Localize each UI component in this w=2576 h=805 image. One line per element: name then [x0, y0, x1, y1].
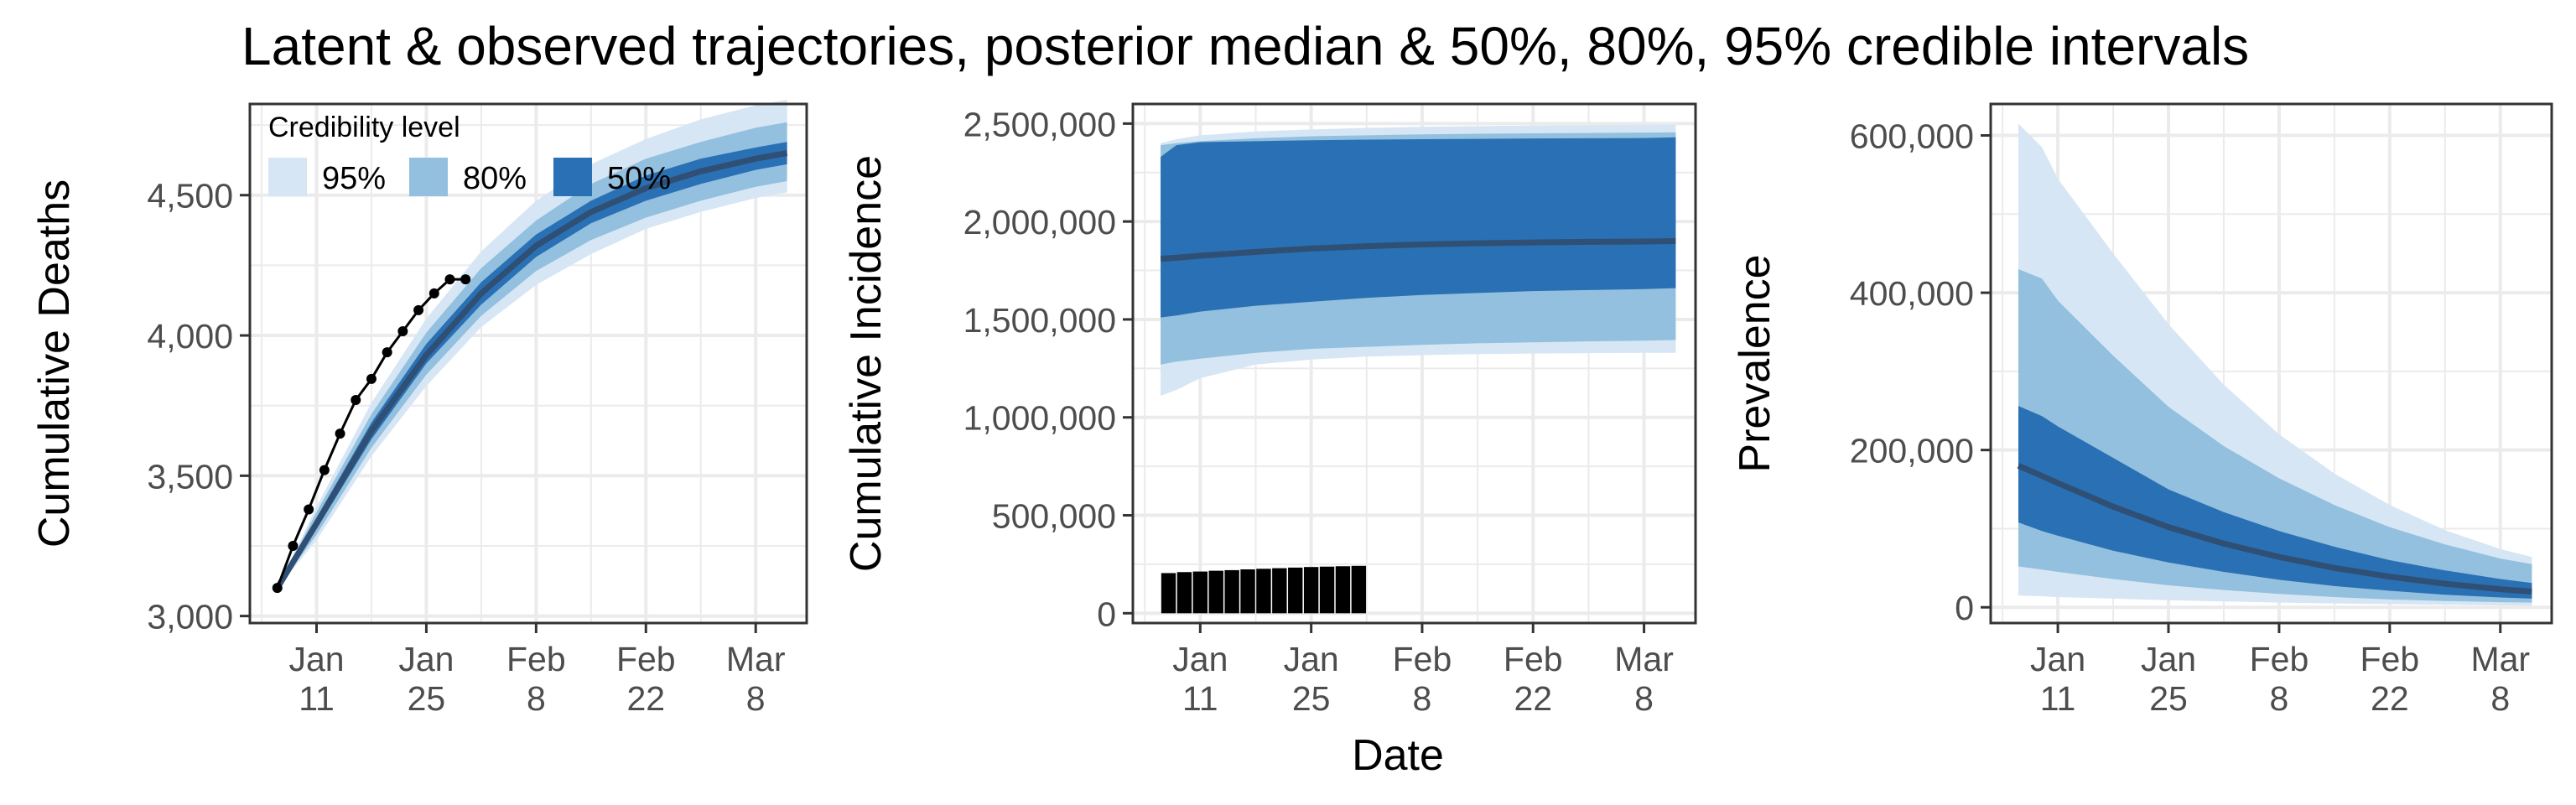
x-tick-label: Mar	[1614, 640, 1674, 678]
legend-swatch	[268, 158, 307, 196]
y-tick-label: 0	[1097, 595, 1116, 633]
y-tick-label: 3,000	[147, 598, 233, 636]
x-tick-label: 25	[2149, 679, 2188, 718]
band-50	[1161, 137, 1676, 318]
observed-bar	[1192, 571, 1208, 614]
observed-point	[397, 326, 408, 337]
observed-point	[319, 465, 330, 475]
x-tick-label: Mar	[726, 640, 786, 678]
y-tick-label: 4,000	[147, 317, 233, 356]
observed-bar	[1161, 573, 1176, 614]
x-tick-label: 25	[1292, 679, 1331, 718]
panel-border	[248, 102, 808, 625]
y-tick-label: 2,000,000	[963, 203, 1116, 242]
x-axis-title: Date	[1352, 731, 1444, 780]
x-tick-label: Mar	[2470, 640, 2530, 678]
observed-bar	[1351, 565, 1367, 614]
x-tick-label: 8	[746, 679, 766, 718]
x-tick-label: Jan	[398, 640, 454, 678]
chart-title: Latent & observed trajectories, posterio…	[242, 16, 2250, 76]
observed-point	[304, 504, 314, 515]
observed-point	[444, 274, 455, 285]
legend-title: Credibility level	[268, 112, 460, 143]
x-tick-label: Jan	[1284, 640, 1339, 678]
x-tick-label: Jan	[288, 640, 344, 678]
y-tick-label: 600,000	[1850, 117, 1974, 156]
observed-point	[428, 288, 439, 299]
y-tick-label: 4,500	[147, 177, 233, 216]
observed-bar	[1272, 568, 1287, 614]
observed-bar	[1224, 569, 1239, 614]
x-tick-label: Feb	[2250, 640, 2309, 678]
observed-point	[288, 540, 299, 551]
band-50	[2018, 406, 2532, 599]
observed-point	[272, 583, 283, 594]
observed-bar	[1256, 569, 1271, 614]
legend-swatch	[553, 158, 592, 196]
panel-3: 0200,000400,000600,000Jan11Jan25Feb8Feb2…	[1731, 102, 2553, 718]
x-tick-label: 11	[299, 679, 335, 718]
y-axis-title: Cumulative Deaths	[30, 179, 79, 548]
x-tick-label: Feb	[1504, 640, 1563, 678]
x-tick-label: 22	[1514, 679, 1552, 718]
legend-swatch	[409, 158, 448, 196]
y-tick-label: 500,000	[992, 497, 1116, 536]
observed-point	[413, 304, 424, 315]
x-tick-label: Feb	[1393, 640, 1452, 678]
x-tick-label: Jan	[2141, 640, 2196, 678]
band-95	[277, 100, 787, 589]
median-line	[2017, 463, 2532, 595]
legend-label: 50%	[607, 161, 671, 196]
observed-bar	[1288, 567, 1303, 614]
median-line	[274, 150, 788, 590]
y-tick-label: 2,500,000	[963, 105, 1116, 143]
x-tick-label: 8	[2270, 679, 2289, 718]
y-tick-label: 0	[1955, 589, 1974, 627]
x-tick-label: Jan	[2030, 640, 2085, 678]
y-axis-title: Prevalence	[1731, 254, 1779, 472]
median-line	[1160, 238, 1676, 262]
observed-bar	[1240, 569, 1255, 614]
x-tick-label: 25	[408, 679, 446, 718]
y-tick-label: 400,000	[1850, 274, 1974, 313]
x-tick-label: 8	[2490, 679, 2510, 718]
observed-bar	[1335, 566, 1351, 614]
x-tick-label: Feb	[616, 640, 676, 678]
y-tick-label: 1,500,000	[963, 301, 1116, 340]
x-tick-label: 22	[626, 679, 665, 718]
x-tick-label: 8	[1413, 679, 1432, 718]
observed-point	[460, 274, 471, 285]
legend-label: 95%	[322, 161, 386, 196]
x-tick-label: 22	[2371, 679, 2409, 718]
y-axis-title: Cumulative Incidence	[842, 155, 891, 572]
observed-point	[351, 394, 361, 405]
x-tick-label: Feb	[506, 640, 566, 678]
legend: Credibility level 95% 80% 50%	[268, 112, 671, 196]
panel-1: 3,0003,5004,0004,500Jan11Jan25Feb8Feb22M…	[30, 100, 808, 718]
legend-label: 80%	[463, 161, 527, 196]
x-tick-label: Jan	[1172, 640, 1228, 678]
observed-bar	[1176, 572, 1192, 614]
x-tick-label: 11	[2040, 679, 2076, 718]
y-tick-label: 200,000	[1850, 432, 1974, 470]
observed-bar	[1319, 566, 1335, 614]
y-tick-label: 3,500	[147, 457, 233, 496]
observed-bar	[1208, 570, 1223, 614]
x-tick-label: 8	[527, 679, 546, 718]
y-tick-label: 1,000,000	[963, 399, 1116, 438]
observed-point	[382, 347, 392, 358]
x-tick-label: Feb	[2360, 640, 2420, 678]
observed-bar	[1303, 567, 1319, 614]
x-tick-label: 11	[1182, 679, 1218, 718]
observed-point	[335, 428, 345, 439]
panel-border	[1989, 102, 2553, 625]
observed-point	[366, 373, 377, 384]
panel-2: 0 500,000 1,000,000 1,500,000 2,000,000 2,500…	[842, 102, 1697, 718]
panel-border	[1131, 102, 1697, 625]
x-tick-label: 8	[1634, 679, 1654, 718]
